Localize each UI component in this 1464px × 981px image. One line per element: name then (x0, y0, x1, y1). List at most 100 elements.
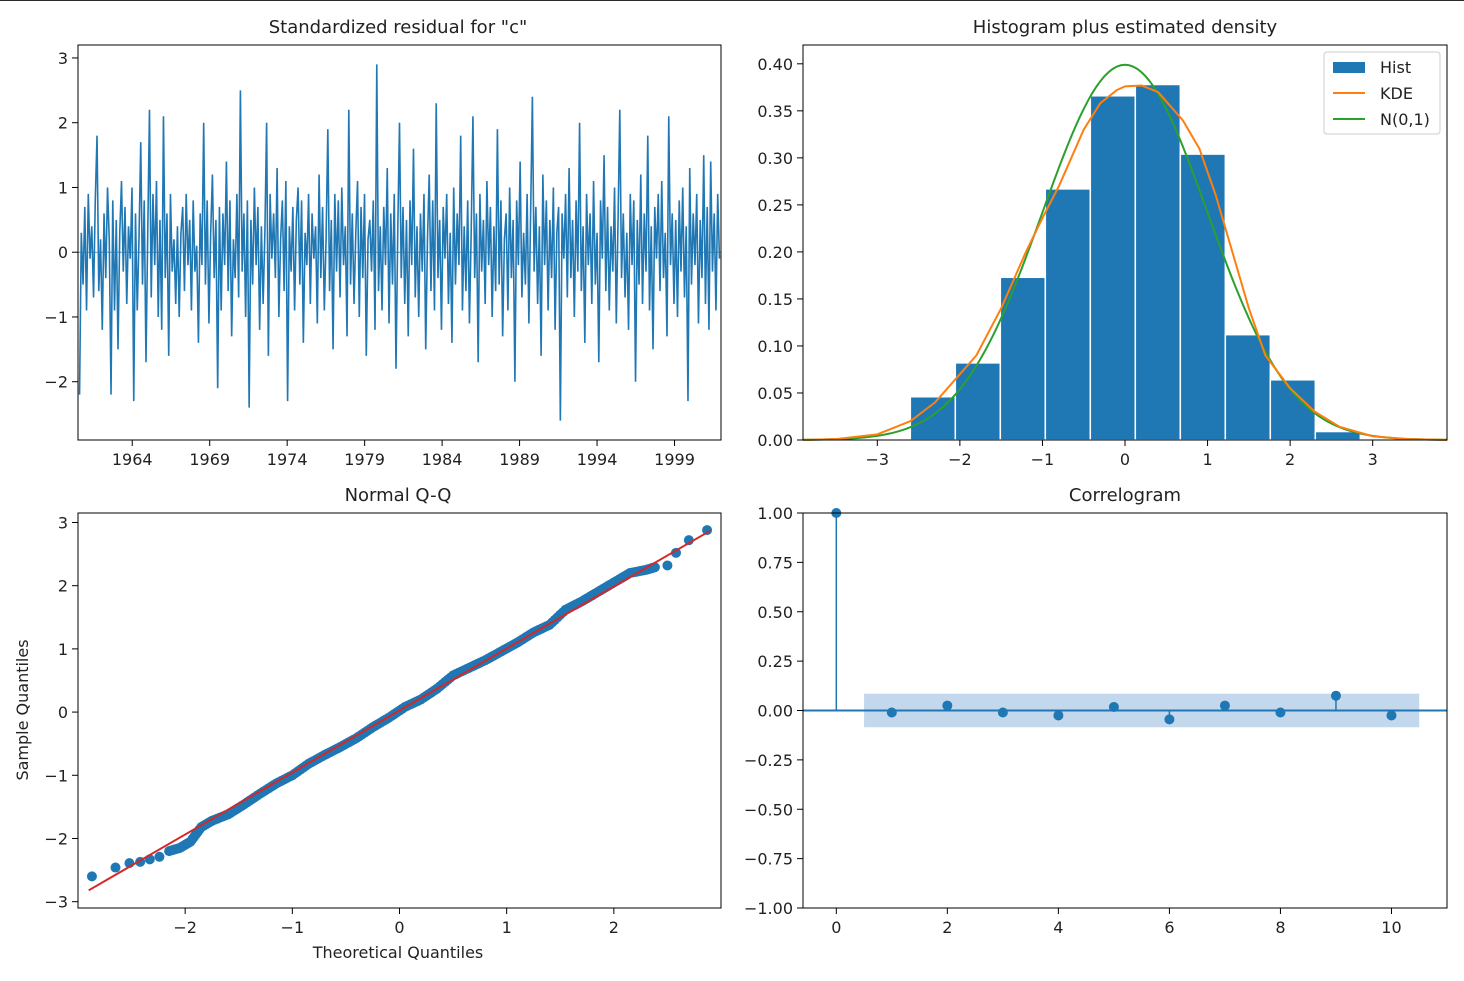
hist-y-tick-label: 0.30 (757, 149, 793, 168)
hist-y-tick-label: 0.40 (757, 55, 793, 74)
hist-bar (1134, 83, 1182, 441)
hist-y-tick-label: 0.35 (757, 102, 793, 121)
hist-y-tick-label: 0.20 (757, 243, 793, 262)
legend-normal-label: N(0,1) (1380, 110, 1430, 129)
standardized-residual-panel: Standardized residual for "c" 1964 1969 19… (44, 17, 722, 469)
resid-x-tick-label: 1999 (654, 450, 695, 469)
acf-point (886, 707, 897, 718)
acf-point (1330, 690, 1341, 701)
hist-x-tick-label: −2 (948, 450, 972, 469)
acf-x-tick-label: 2 (942, 918, 952, 937)
acf-y-tick-label: −0.75 (744, 850, 793, 869)
qq-frame (77, 512, 722, 909)
hist-x-tick-label: 1 (1202, 450, 1212, 469)
qq-y-tick-label: 3 (58, 513, 68, 532)
resid-y-tick-label: −1 (44, 308, 68, 327)
acf-y-tick-label: 0.50 (757, 603, 793, 622)
acf-x-tick-label: 6 (1164, 918, 1174, 937)
resid-x-tick-label: 1969 (189, 450, 230, 469)
hist-bar (1089, 95, 1137, 441)
qq-x-tick-label: −2 (173, 918, 197, 937)
hist-x-tick-label: 3 (1368, 450, 1378, 469)
legend-hist-swatch (1333, 62, 1365, 73)
acf-point (942, 700, 953, 711)
acf-y-tick-label: 1.00 (757, 504, 793, 523)
qq-point (154, 851, 165, 862)
qq-y-tick-label: −1 (44, 766, 68, 785)
qq-x-tick-label: −1 (281, 918, 305, 937)
resid-y-tick-label: −2 (44, 373, 68, 392)
hist-bar (1044, 188, 1092, 441)
hist-bar (1269, 379, 1317, 441)
resid-x-tick-label: 1994 (577, 450, 618, 469)
acf-title: Correlogram (1069, 485, 1181, 506)
acf-frame (802, 512, 1448, 909)
acf-point (1275, 707, 1286, 718)
acf-x-tick-label: 0 (831, 918, 841, 937)
acf-point (1053, 710, 1064, 721)
hist-bar (999, 276, 1047, 441)
hist-title: Histogram plus estimated density (973, 17, 1278, 38)
qq-point (702, 525, 713, 536)
qq-reference-line (88, 529, 711, 892)
legend-kde-label: KDE (1380, 84, 1413, 103)
hist-x-tick-label: −1 (1031, 450, 1055, 469)
acf-y-tick-label: 0.00 (757, 702, 793, 721)
resid-series-line (78, 64, 721, 421)
resid-y-tick-label: 2 (58, 114, 68, 133)
resid-x-tick-label: 1964 (112, 450, 153, 469)
hist-bar (954, 362, 1002, 441)
hist-y-tick-label: 0.10 (757, 337, 793, 356)
acf-y-tick-label: −1.00 (744, 899, 793, 918)
hist-legend: Hist KDE N(0,1) (1323, 51, 1441, 135)
qq-y-tick-label: 2 (58, 577, 68, 596)
kde-line (802, 84, 1448, 441)
hist-x-tick-label: 0 (1120, 450, 1130, 469)
resid-y-tick-label: 0 (58, 243, 68, 262)
hist-y-tick-label: 0.00 (757, 431, 793, 450)
correlogram-panel: Correlogram 0 2 4 6 8 10 −1.00 −0.75 −0.50 −0.25 0… (744, 485, 1448, 937)
hist-x-tick-label: −3 (866, 450, 890, 469)
hist-x-tick-label: 2 (1285, 450, 1295, 469)
acf-y-tick-label: −0.50 (744, 800, 793, 819)
qq-point (670, 547, 681, 558)
qq-ylabel: Sample Quantiles (13, 639, 32, 780)
resid-x-tick-label: 1979 (344, 450, 385, 469)
acf-y-tick-label: −0.25 (744, 751, 793, 770)
acf-point (1108, 701, 1119, 712)
qq-x-tick-label: 1 (502, 918, 512, 937)
histogram-panel: Histogram plus estimated density −3 −2 −1 0… (757, 17, 1448, 469)
qq-title: Normal Q-Q (345, 485, 452, 506)
hist-y-tick-label: 0.05 (757, 384, 793, 403)
acf-x-tick-label: 8 (1275, 918, 1285, 937)
qq-y-tick-label: 0 (58, 703, 68, 722)
acf-y-tick-label: 0.75 (757, 553, 793, 572)
acf-x-tick-label: 10 (1381, 918, 1401, 937)
resid-y-tick-label: 1 (58, 178, 68, 197)
qq-y-tick-label: −2 (44, 829, 68, 848)
top-border (0, 0, 1464, 1)
hist-bar (1224, 333, 1272, 441)
qq-point (86, 871, 97, 882)
qq-point (662, 560, 673, 571)
qq-y-tick-label: −3 (44, 893, 68, 912)
qq-point (110, 862, 121, 873)
acf-point (997, 707, 1008, 718)
resid-y-tick-label: 3 (58, 49, 68, 68)
hist-y-tick-label: 0.15 (757, 290, 793, 309)
resid-x-tick-label: 1989 (499, 450, 540, 469)
qq-x-tick-label: 0 (394, 918, 404, 937)
resid-frame (77, 44, 722, 441)
qq-y-tick-label: 1 (58, 640, 68, 659)
resid-x-tick-label: 1984 (422, 450, 463, 469)
normal-qq-panel: Normal Q-Q −2 −1 0 1 2 −3 −2 −1 0 1 2 3 Theoretical… (13, 485, 722, 962)
acf-point (1386, 710, 1397, 721)
acf-point (1219, 700, 1230, 711)
acf-point (1164, 714, 1175, 725)
acf-x-tick-label: 4 (1053, 918, 1063, 937)
qq-x-tick-label: 2 (609, 918, 619, 937)
hist-y-tick-label: 0.25 (757, 196, 793, 215)
hist-frame (802, 44, 1448, 441)
resid-title: Standardized residual for "c" (269, 17, 528, 38)
